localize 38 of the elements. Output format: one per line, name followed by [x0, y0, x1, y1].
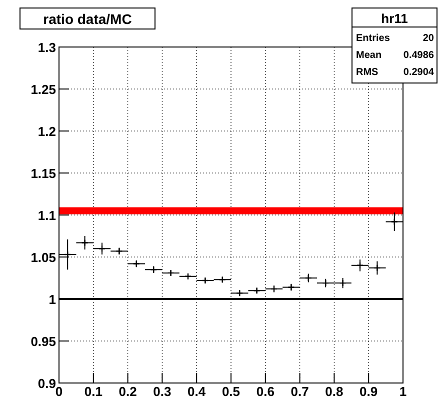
x-tick-label: 0.7 — [290, 384, 309, 399]
point — [236, 290, 244, 297]
point — [322, 279, 330, 287]
y-tick-label: 1.05 — [30, 250, 56, 265]
x-tick-label: 0 — [55, 384, 63, 399]
x-tick-label: 0.4 — [188, 384, 206, 399]
x-tick-label: 0.3 — [153, 384, 172, 399]
x-tick-label: 1 — [399, 384, 407, 399]
y-tick-label: 1.25 — [30, 82, 56, 97]
chart-title: ratio data/MC — [43, 11, 132, 27]
point — [202, 276, 209, 284]
text: hr11 — [381, 11, 408, 26]
x-tick-label: 0.8 — [325, 384, 344, 399]
y-tick-label: 1.2 — [38, 124, 56, 139]
point — [116, 248, 123, 255]
point — [132, 260, 140, 268]
y-tick-label: 1.1 — [38, 208, 56, 223]
x-tick-label: 0.2 — [118, 384, 137, 399]
text: RMS 0.2904 — [356, 67, 434, 78]
y-tick-label: 0.95 — [30, 334, 56, 349]
point — [218, 276, 226, 284]
point — [167, 269, 174, 277]
point — [270, 285, 278, 293]
text: Mean 0.4986 — [356, 50, 434, 61]
point — [304, 274, 312, 282]
y-tick-label: 1 — [48, 292, 56, 307]
point — [253, 287, 260, 294]
x-tick-label: 0.5 — [222, 384, 240, 399]
y-tick-label: 1.15 — [30, 166, 56, 181]
point — [339, 279, 346, 287]
y-tick-label: 1.3 — [38, 40, 56, 55]
point — [288, 284, 295, 291]
point — [150, 266, 158, 274]
x-tick-label: 0.1 — [84, 384, 102, 399]
x-tick-label: 0.9 — [360, 384, 378, 399]
point — [184, 272, 192, 280]
text: Entries 20 — [356, 33, 434, 44]
x-tick-label: 0.6 — [256, 384, 274, 399]
